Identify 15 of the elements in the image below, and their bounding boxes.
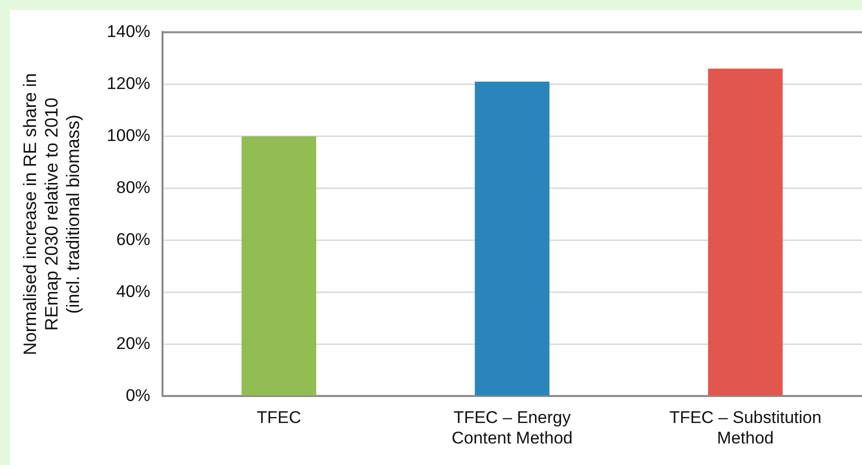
y-tick-label: 60% (116, 230, 150, 249)
bar (708, 68, 783, 396)
y-tick-label: 20% (116, 334, 150, 353)
bar (242, 136, 316, 396)
y-tick-label: 40% (116, 282, 150, 301)
y-tick-label: 100% (106, 126, 150, 145)
y-axis-title: Normalised increase in RE share in REmap 2030 relative to 2010 (incl. traditional biomass) (20, 73, 83, 356)
y-tick-label: 140% (106, 22, 150, 41)
x-tick-label: TFEC – Substitution Method (669, 408, 822, 448)
bar (474, 82, 550, 396)
y-tick-label: 0% (126, 386, 150, 405)
x-tick-label: TFEC (256, 408, 302, 428)
y-tick-label: 80% (116, 178, 150, 197)
x-tick-label: TFEC – Energy Content Method (452, 408, 573, 448)
y-tick-label: 120% (106, 74, 150, 93)
